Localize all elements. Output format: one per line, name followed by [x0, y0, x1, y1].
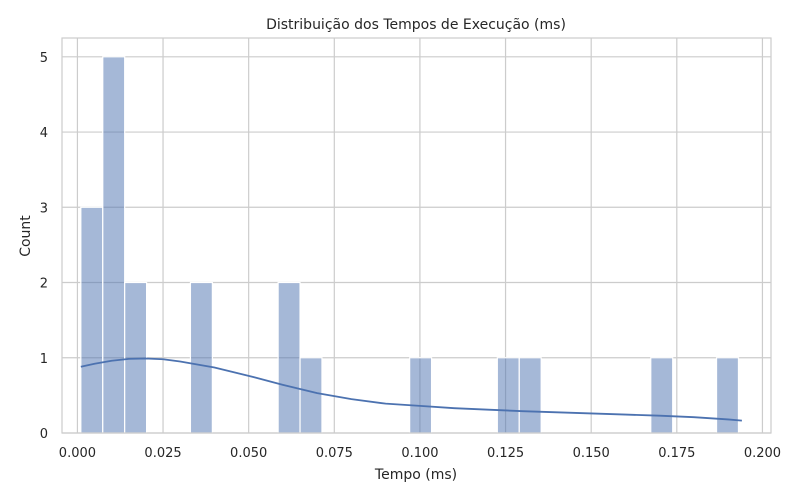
histogram-bar: [518, 357, 542, 434]
x-tick-label: 0.075: [316, 446, 353, 461]
plot-frame: [61, 37, 772, 434]
histogram-bar: [715, 357, 740, 434]
y-tick-label: 5: [40, 51, 48, 66]
histogram-bar: [189, 281, 213, 434]
x-tick-label: 0.175: [658, 446, 695, 461]
x-tick-label: 0.050: [230, 446, 267, 461]
x-axis-label: Tempo (ms): [374, 467, 457, 483]
x-tick-label: 0.100: [401, 446, 438, 461]
kde-curve: [80, 357, 742, 422]
x-tick-label: 0.150: [573, 446, 610, 461]
x-tick-label: 0.000: [59, 446, 96, 461]
x-tick-label: 0.125: [487, 446, 524, 461]
histogram-bar: [496, 357, 520, 434]
histogram-bars: [80, 56, 740, 434]
y-axis-label: Count: [18, 215, 34, 257]
histogram-bar: [277, 281, 301, 434]
histogram-bar: [102, 56, 126, 434]
y-tick-label: 4: [40, 126, 48, 141]
y-tick-label: 1: [40, 352, 48, 367]
y-tick-label: 2: [40, 277, 48, 292]
histogram-bar: [650, 357, 674, 434]
x-tick-label: 0.025: [144, 446, 181, 461]
y-tick-labels: 0 1 2 3 4 5: [40, 51, 48, 442]
chart-title: Distribuição dos Tempos de Execução (ms): [266, 17, 566, 33]
y-tick-label: 3: [40, 201, 48, 216]
histogram-bar: [299, 357, 323, 434]
x-tick-label: 0.200: [744, 446, 781, 461]
histogram-bar: [80, 206, 104, 434]
histogram-bar: [409, 357, 433, 434]
y-tick-label: 0: [40, 427, 48, 442]
x-tick-labels: 0.000 0.025 0.050 0.075 0.100 0.125 0.150 0.175…: [59, 446, 781, 461]
